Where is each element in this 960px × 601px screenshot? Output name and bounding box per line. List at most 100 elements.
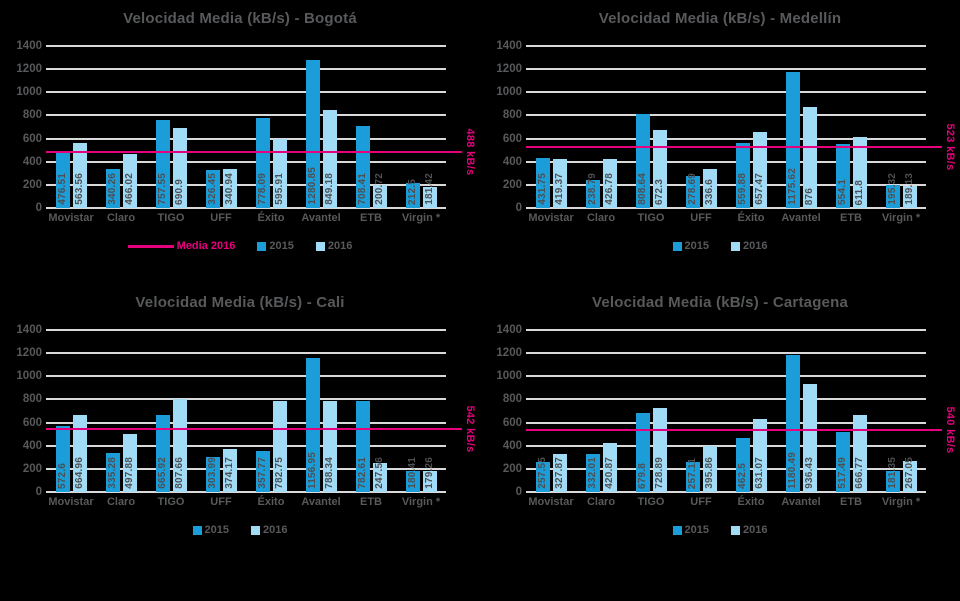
legend-label: 2016 bbox=[743, 240, 768, 252]
y-axis-tick-label: 1400 bbox=[496, 40, 522, 52]
gridline bbox=[46, 375, 446, 378]
bar-value-label: 212.5 bbox=[406, 178, 418, 205]
x-axis-label-claro: Claro bbox=[106, 212, 136, 224]
bar-value-label: 808.64 bbox=[636, 173, 648, 205]
x-axis-label-uff: UFF bbox=[210, 496, 232, 508]
x-axis-label-claro: Claro bbox=[586, 496, 616, 508]
bar-value-label: 238.79 bbox=[586, 173, 598, 205]
bar-value-label: 257.11 bbox=[686, 457, 698, 489]
bar-2016-claro bbox=[602, 443, 617, 492]
media-2016-line bbox=[526, 146, 942, 149]
bar-value-label: 778.09 bbox=[256, 173, 268, 205]
bar-value-label: 728.89 bbox=[653, 457, 665, 489]
bar-2015-xito bbox=[255, 450, 270, 492]
bar-value-label: 303.99 bbox=[206, 457, 218, 489]
bar-value-label: 782.61 bbox=[356, 457, 368, 489]
gridline bbox=[526, 45, 926, 47]
bar-2015-etb bbox=[355, 401, 370, 492]
bar-value-label: 595.91 bbox=[273, 173, 285, 205]
bar-2015-avantel bbox=[785, 355, 800, 492]
bar-2016-virgin bbox=[902, 461, 917, 492]
x-axis-label-virgin: Virgin * bbox=[881, 212, 921, 224]
chart-title: Velocidad Media (kB/s) - Cartagena bbox=[591, 294, 849, 311]
gridline bbox=[526, 207, 926, 209]
x-axis-label-etb: ETB bbox=[360, 496, 382, 508]
bar-value-label: 1156.95 bbox=[306, 452, 318, 489]
gridline bbox=[46, 352, 446, 355]
bar-2015-claro bbox=[585, 180, 600, 208]
bar-value-label: 807.66 bbox=[173, 457, 185, 489]
gridline bbox=[46, 91, 446, 94]
gridline bbox=[526, 421, 926, 424]
legend: 2015 2016 bbox=[510, 524, 930, 536]
gridline bbox=[526, 160, 926, 163]
bar-2016-avantel bbox=[322, 400, 337, 492]
x-axis-label-uff: UFF bbox=[690, 212, 712, 224]
bar-2016-virgin bbox=[902, 186, 917, 208]
gridline bbox=[46, 137, 446, 140]
bar-2016-movistar bbox=[72, 142, 87, 208]
x-axis-label-virgin: Virgin * bbox=[881, 496, 921, 508]
bar-2016-claro bbox=[122, 154, 137, 208]
bar-2016-uff bbox=[702, 169, 717, 208]
bar-value-label: 757.55 bbox=[156, 173, 168, 205]
bar-2015-virgin bbox=[885, 185, 900, 208]
chart-title: Velocidad Media (kB/s) - Bogotá bbox=[123, 10, 357, 27]
bar-value-label: 517.49 bbox=[836, 457, 848, 489]
bar-value-label: 340.94 bbox=[223, 173, 235, 205]
bar-2015-claro bbox=[105, 453, 120, 492]
bar-2015-movistar bbox=[55, 425, 70, 492]
legend-label: 2016 bbox=[263, 524, 288, 536]
bar-value-label: 936.43 bbox=[803, 457, 815, 489]
bar-2016-xito bbox=[752, 131, 767, 208]
legend-item-media-2016: Media 2016 bbox=[127, 240, 236, 252]
gridline bbox=[526, 398, 926, 401]
bar-2015-movistar bbox=[535, 462, 550, 492]
x-axis-label-avantel: Avantel bbox=[301, 212, 341, 224]
legend-item-2016: 2016 bbox=[251, 524, 287, 536]
y-axis-tick-label: 400 bbox=[502, 439, 522, 452]
bar-2015-etb bbox=[835, 143, 850, 208]
bar-value-label: 431.75 bbox=[536, 173, 548, 205]
bar-2016-movistar bbox=[552, 159, 567, 208]
media-value-label: 540 kB/s bbox=[944, 405, 956, 454]
bar-value-label: 708.41 bbox=[356, 173, 368, 205]
legend-square-swatch bbox=[257, 241, 267, 251]
bar-value-label: 782.75 bbox=[273, 457, 285, 489]
bar-2015-claro bbox=[585, 453, 600, 492]
gridline bbox=[46, 207, 446, 209]
gridline bbox=[46, 45, 446, 47]
legend-label: 2015 bbox=[684, 240, 709, 252]
bar-value-label: 419.37 bbox=[553, 173, 565, 205]
x-axis-label-movistar: Movistar bbox=[528, 212, 574, 224]
bar-2016-uff bbox=[222, 168, 237, 208]
bar-value-label: 195.32 bbox=[886, 173, 898, 205]
y-axis-tick-label: 1200 bbox=[16, 347, 42, 360]
bar-value-label: 788.34 bbox=[323, 457, 335, 489]
chart-title: Velocidad Media (kB/s) - Cali bbox=[135, 294, 345, 311]
x-axis-label-etb: ETB bbox=[360, 212, 382, 224]
bar-value-label: 1180.49 bbox=[786, 452, 798, 489]
legend-label: 2015 bbox=[269, 240, 294, 252]
bar-2016-movistar bbox=[552, 454, 567, 492]
bar-2015-xito bbox=[735, 438, 750, 492]
y-axis-tick-label: 800 bbox=[502, 109, 522, 122]
bar-2015-xito bbox=[255, 117, 270, 208]
y-axis-tick-label: 1000 bbox=[16, 86, 42, 99]
x-axis-label-tigo: TIGO bbox=[157, 212, 185, 224]
legend: Media 2016 2015 2016 bbox=[30, 240, 450, 252]
gridline bbox=[526, 68, 926, 71]
bar-value-label: 690.9 bbox=[173, 178, 185, 205]
bar-2015-uff bbox=[685, 462, 700, 492]
legend-label: Media 2016 bbox=[176, 240, 236, 252]
bar-value-label: 631.07 bbox=[753, 457, 765, 489]
y-axis-tick-label: 1000 bbox=[496, 370, 522, 383]
bar-2015-tigo bbox=[155, 120, 170, 208]
bar-value-label: 497.88 bbox=[123, 457, 135, 489]
bar-value-label: 257.55 bbox=[536, 457, 548, 489]
gridline bbox=[46, 68, 446, 71]
bar-2015-tigo bbox=[635, 413, 650, 492]
bar-2016-etb bbox=[852, 414, 867, 492]
gridline bbox=[46, 467, 446, 470]
bar-value-label: 849.18 bbox=[323, 173, 335, 205]
